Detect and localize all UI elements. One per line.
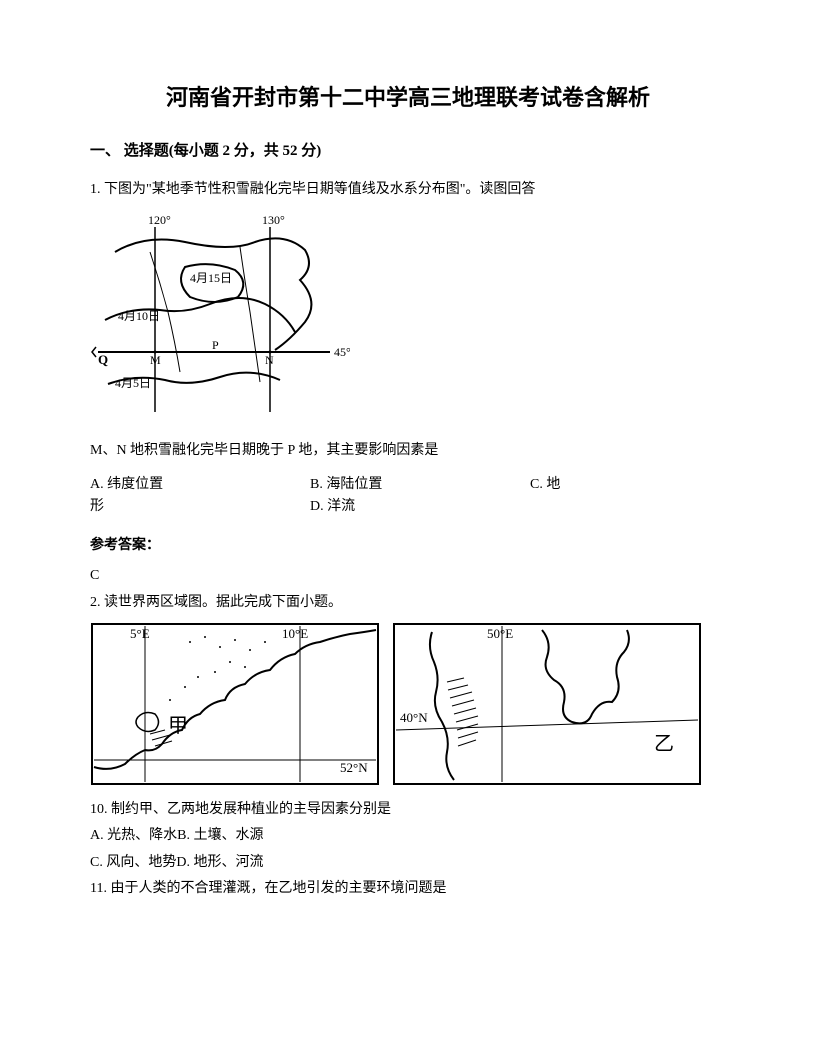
lat-45-label: 45° [334, 345, 350, 359]
q2-map2: 50°E 40°N 乙 [392, 622, 702, 787]
q1-stem: 1. 下图为"某地季节性积雪融化完毕日期等值线及水系分布图"。读图回答 [90, 179, 726, 201]
q1-subquestion: M、N 地积雪融化完毕日期晚于 P 地，其主要影响因素是 [90, 440, 726, 462]
date-415-label: 4月15日 [190, 271, 232, 285]
q2-sub10: 10. 制约甲、乙两地发展种植业的主导因素分别是 [90, 799, 726, 821]
lon-130-label: 130° [262, 213, 285, 227]
point-q-label: Q [98, 352, 108, 367]
q2-map1: 5°E 10°E 52°N 甲 [90, 622, 380, 787]
map1-lon5e: 5°E [130, 626, 150, 641]
q1-figure: 120° 130° 45° 4月15日 4月10日 4月5日 Q M P N [90, 212, 726, 422]
date-410-label: 4月10日 [118, 309, 160, 323]
map1-lon10e: 10°E [282, 626, 308, 641]
q1-opt-c: C. 地 [530, 474, 680, 496]
q2-sub10-opts-cd: C. 风向、地势D. 地形、河流 [90, 852, 726, 874]
answer-label: 参考答案： [90, 535, 726, 557]
q1-opt-d: D. 洋流 [310, 496, 530, 518]
point-m-label: M [150, 353, 161, 367]
map2-lon50e: 50°E [487, 626, 513, 641]
q2-maps: 5°E 10°E 52°N 甲 50°E 40°N 乙 [90, 622, 726, 787]
lon-120-label: 120° [148, 213, 171, 227]
point-p-label: P [212, 338, 219, 352]
section-header: 一、 选择题(每小题 2 分，共 52 分) [90, 139, 726, 163]
answer-value: C [90, 565, 726, 587]
point-n-label: N [265, 353, 274, 367]
date-405-label: 4月5日 [115, 376, 151, 390]
q2-sub11: 11. 由于人类的不合理灌溉，在乙地引发的主要环境问题是 [90, 878, 726, 900]
q1-opt-a: A. 纬度位置 [90, 474, 310, 496]
q2-sub10-opts-ab: A. 光热、降水B. 土壤、水源 [90, 825, 726, 847]
page-title: 河南省开封市第十二中学高三地理联考试卷含解析 [90, 80, 726, 115]
map2-label-yi: 乙 [654, 733, 674, 755]
map1-label-jia: 甲 [168, 715, 188, 737]
map2-lat40n: 40°N [400, 710, 428, 725]
q2-stem: 2. 读世界两区域图。据此完成下面小题。 [90, 592, 726, 614]
q1-opt-b: B. 海陆位置 [310, 474, 530, 496]
q1-options: A. 纬度位置 B. 海陆位置 C. 地 形 D. 洋流 [90, 474, 726, 519]
map1-lat52n: 52°N [340, 760, 368, 775]
q1-opt-c-cont: 形 [90, 496, 310, 518]
